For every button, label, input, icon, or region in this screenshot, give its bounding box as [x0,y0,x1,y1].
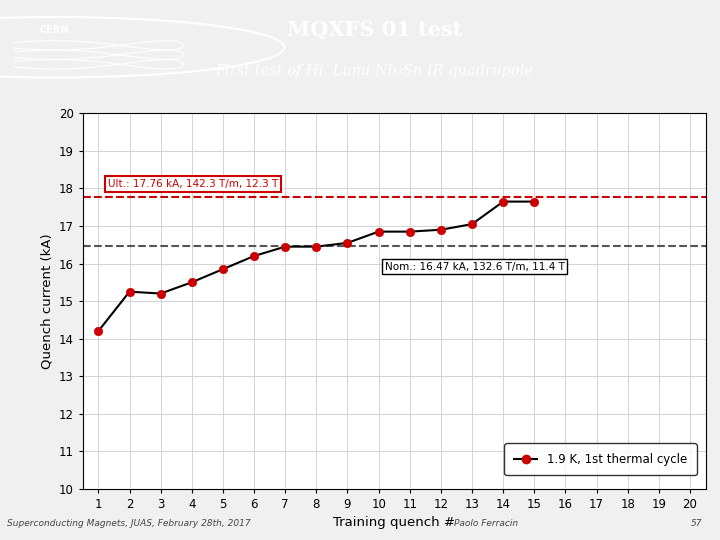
Text: First test of Hi. Lumi Nb₃Sn IR quadrupole: First test of Hi. Lumi Nb₃Sn IR quadrupo… [215,64,534,78]
Text: Nom.: 16.47 kA, 132.6 T/m, 11.4 T: Nom.: 16.47 kA, 132.6 T/m, 11.4 T [385,262,564,272]
Text: 57: 57 [691,519,703,528]
Text: CERN: CERN [40,25,68,35]
Text: Ult.: 17.76 kA, 142.3 T/m, 12.3 T: Ult.: 17.76 kA, 142.3 T/m, 12.3 T [108,179,278,189]
Y-axis label: Quench current (kA): Quench current (kA) [40,233,53,369]
X-axis label: Training quench #: Training quench # [333,516,455,529]
Text: Superconducting Magnets, JUAS, February 28th, 2017: Superconducting Magnets, JUAS, February … [7,519,251,528]
Legend: 1.9 K, 1st thermal cycle: 1.9 K, 1st thermal cycle [505,443,696,475]
Text: MQXFS 01 test: MQXFS 01 test [287,20,462,40]
Text: Paolo Ferracin: Paolo Ferracin [454,519,518,528]
